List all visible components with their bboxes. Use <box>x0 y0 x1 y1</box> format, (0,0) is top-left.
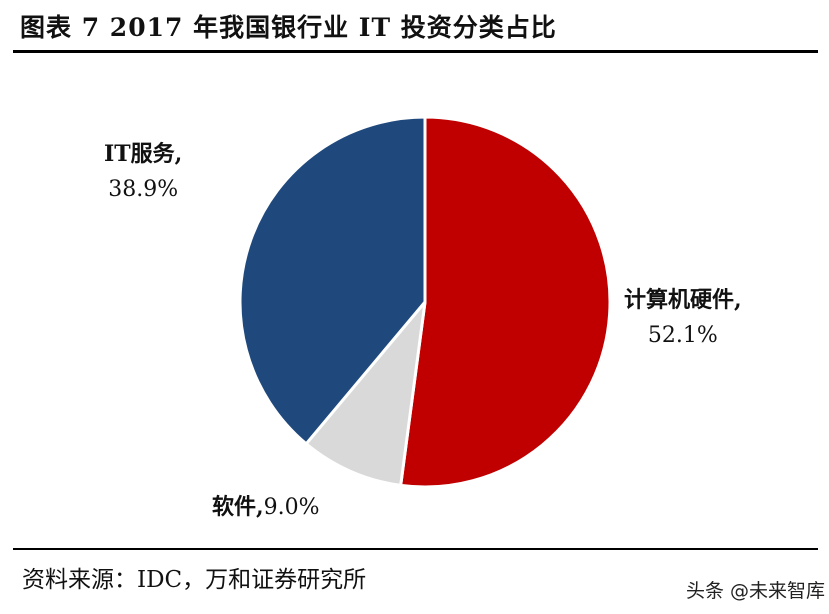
label-hardware-value: 52.1% <box>647 323 718 348</box>
label-it-services-name: IT服务, <box>104 141 183 167</box>
source-note: 资料来源：IDC，万和证券研究所 <box>22 567 367 593</box>
pie-slices <box>238 115 612 489</box>
watermark: 头条 @未来智库 <box>686 580 826 602</box>
chart-title: 图表 7 2017 年我国银行业 IT 投资分类占比 <box>20 13 557 42</box>
label-it-services-value: 38.9% <box>108 177 179 202</box>
label-software-value: 9.0% <box>263 495 320 520</box>
title-divider <box>13 50 818 53</box>
label-software: 软件,9.0% <box>212 489 320 526</box>
label-it-services: IT服务, 38.9% <box>104 136 182 208</box>
label-hardware: 计算机硬件, 52.1% <box>624 282 742 354</box>
label-hardware-name: 计算机硬件, <box>624 287 742 313</box>
pie-slice-1 <box>304 300 427 487</box>
label-software-name: 软件, <box>212 494 264 520</box>
pie-slice-2 <box>238 115 427 446</box>
footer-divider <box>13 548 818 550</box>
pie-slice-0 <box>399 115 612 489</box>
